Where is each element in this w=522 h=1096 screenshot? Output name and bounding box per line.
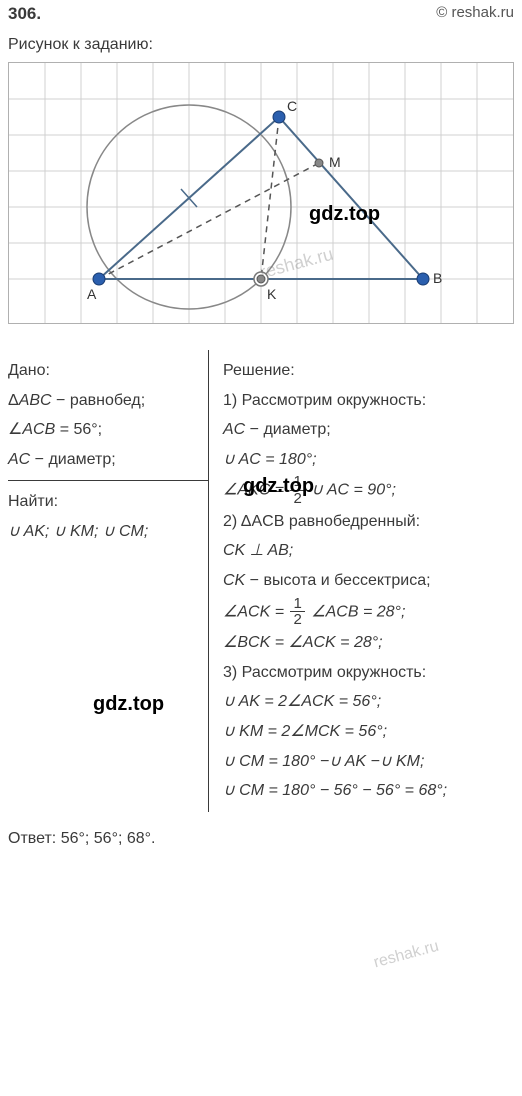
label-m: M bbox=[329, 154, 341, 170]
sol-3: 3) Рассмотрим окружность: bbox=[223, 658, 506, 688]
sol-2: 2) ΔACB равнобедренный: bbox=[223, 507, 506, 537]
given-line-3: AC − диаметр; bbox=[8, 445, 200, 475]
given-line-2: ∠ACB = 56°; bbox=[8, 415, 200, 445]
label-a: A bbox=[87, 286, 97, 302]
sol-1: 1) Рассмотрим окружность: bbox=[223, 386, 506, 416]
given-title: Дано: bbox=[8, 356, 200, 386]
geometry-figure: A B C K M gdz.top reshak.ru bbox=[8, 62, 514, 324]
point-k bbox=[257, 275, 265, 283]
site-credit: © reshak.ru bbox=[436, 4, 514, 24]
problem-number: 306. bbox=[8, 4, 41, 24]
answer-label: Ответ: bbox=[8, 830, 61, 847]
sol-2d: ∠BCK = ∠ACK = 28°; bbox=[223, 628, 506, 658]
label-k: K bbox=[267, 286, 277, 302]
find-block: Найти: ∪ AK; ∪ KM; ∪ CM; bbox=[8, 481, 208, 552]
point-c bbox=[273, 111, 285, 123]
find-title: Найти: bbox=[8, 487, 200, 517]
sol-3c: ∪ CM = 180° −∪ AK −∪ KM; bbox=[223, 747, 506, 777]
find-line-1: ∪ AK; ∪ KM; ∪ CM; bbox=[8, 517, 200, 547]
point-a bbox=[93, 273, 105, 285]
figure-svg: A B C K M bbox=[9, 63, 513, 323]
sol-2a: CK ⊥ AB; bbox=[223, 536, 506, 566]
tick-bc bbox=[343, 189, 359, 207]
answer-text: 56°; 56°; 68°. bbox=[61, 830, 156, 847]
label-c: C bbox=[287, 98, 297, 114]
solution-title: Решение: bbox=[223, 356, 506, 386]
given-line-1: ΔABC − равнобед; bbox=[8, 386, 200, 416]
figure-caption: Рисунок к заданию: bbox=[0, 26, 522, 62]
given-block: Дано: ΔABC − равнобед; ∠ACB = 56°; AC − … bbox=[8, 350, 208, 481]
sol-1c: ∠AKC = 12 ∪ AC = 90°; bbox=[223, 474, 506, 507]
sol-1a: AC − диаметр; bbox=[223, 415, 506, 445]
sol-2b: CK − высота и бессектриса; bbox=[223, 566, 506, 596]
sol-1b: ∪ AC = 180°; bbox=[223, 445, 506, 475]
label-b: B bbox=[433, 270, 442, 286]
segment-ck bbox=[261, 117, 279, 279]
solution-block: Решение: 1) Рассмотрим окружность: AC − … bbox=[223, 350, 514, 812]
answer-line: Ответ: 56°; 56°; 68°. bbox=[0, 812, 522, 856]
sol-2c: ∠ACK = 12 ∠ACB = 28°; bbox=[223, 596, 506, 629]
watermark-reshak-2: reshak.ru bbox=[370, 932, 442, 978]
solution-layout: Дано: ΔABC − равнобед; ∠ACB = 56°; AC − … bbox=[0, 350, 522, 812]
point-m bbox=[315, 159, 323, 167]
sol-3a: ∪ AK = 2∠ACK = 56°; bbox=[223, 687, 506, 717]
sol-3d: ∪ CM = 180° − 56° − 56° = 68°; bbox=[223, 776, 506, 806]
point-b bbox=[417, 273, 429, 285]
sol-3b: ∪ KM = 2∠MCK = 56°; bbox=[223, 717, 506, 747]
